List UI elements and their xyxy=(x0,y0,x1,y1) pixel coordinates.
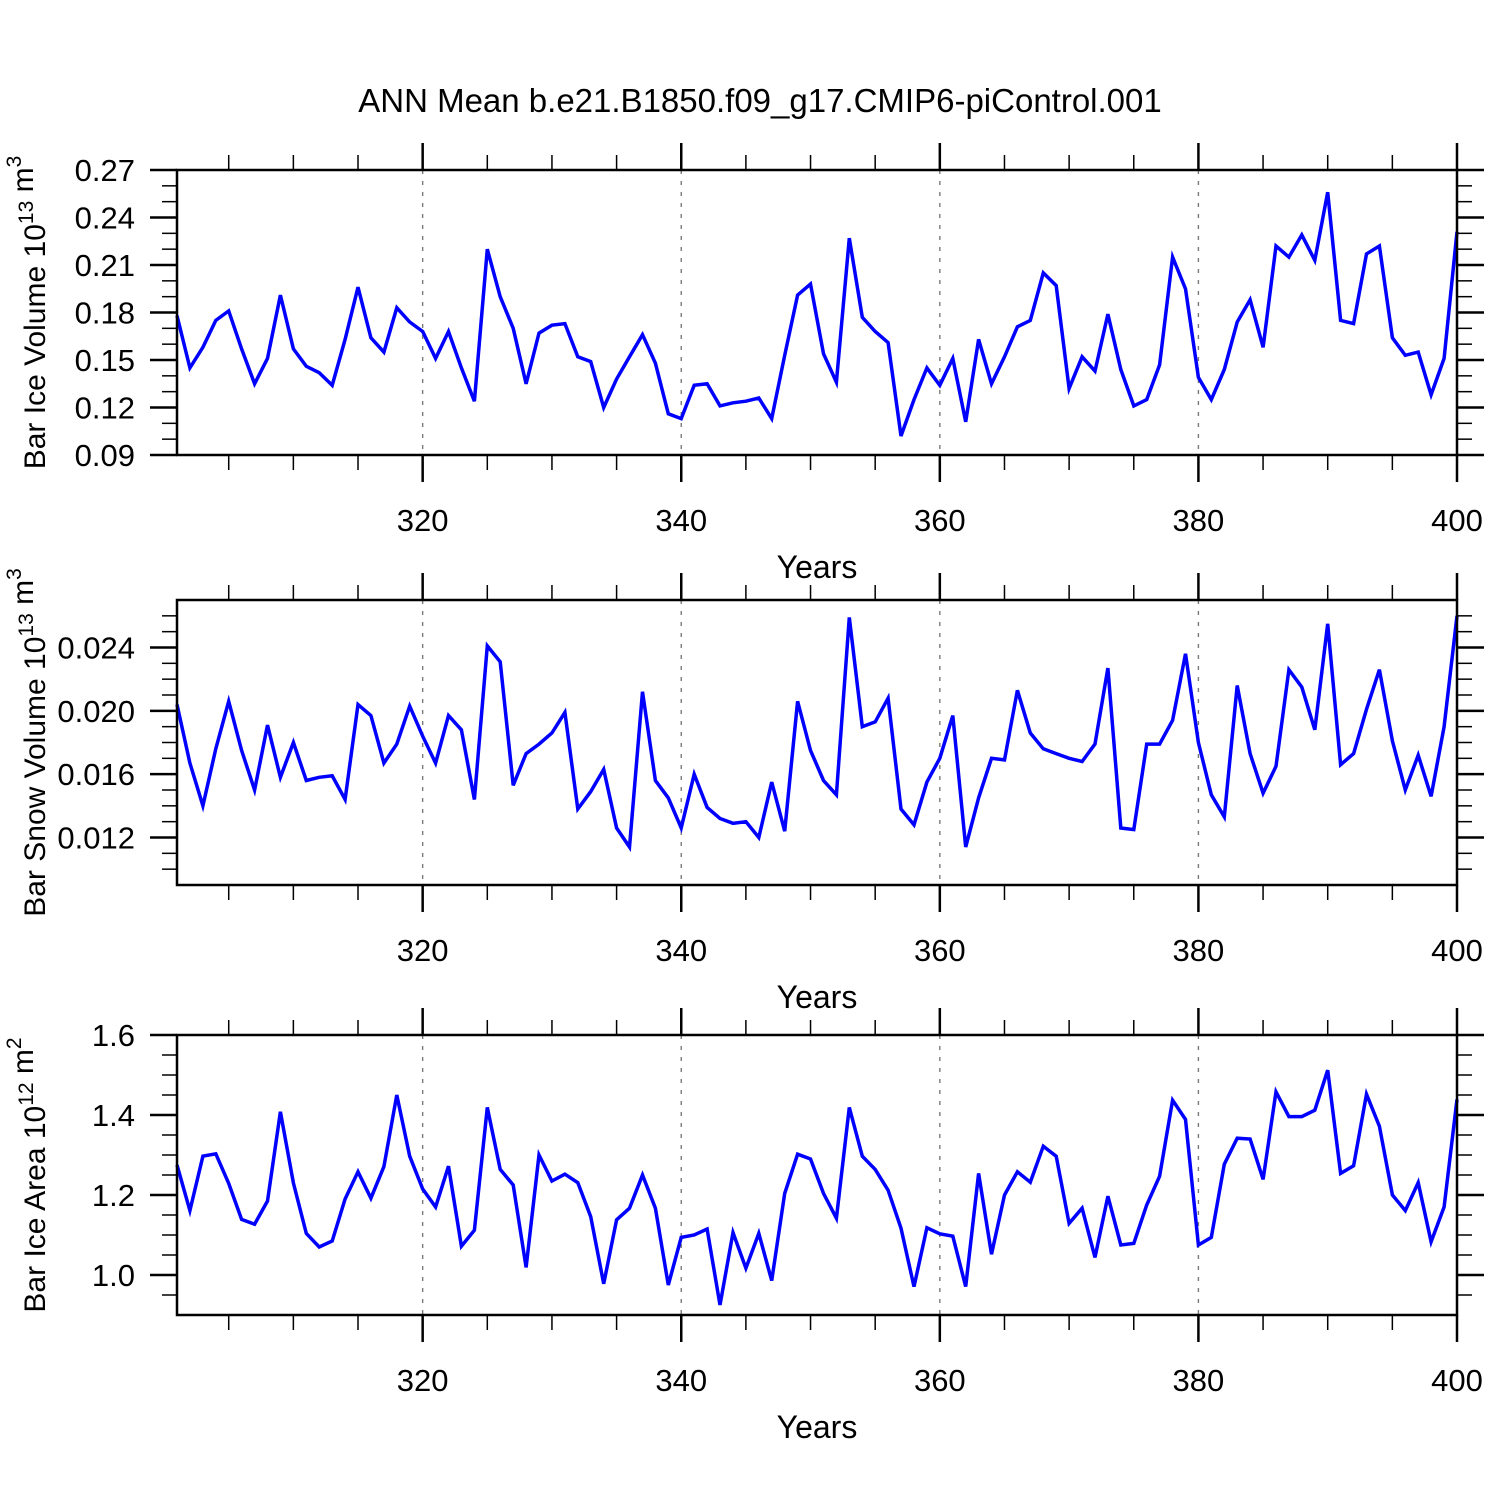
y-tick-label: 1.4 xyxy=(92,1098,135,1133)
y-tick-label: 0.024 xyxy=(57,631,135,666)
x-tick-label: 400 xyxy=(1431,503,1483,538)
x-tick-label: 320 xyxy=(397,933,449,968)
y-tick-label: 0.21 xyxy=(75,248,135,283)
panel-ice-area: 320 340 360 380 400 1.0 1.2 1.4 1.6 Years Bar Ice … xyxy=(3,1008,1484,1445)
y-tick-label: 1.0 xyxy=(92,1258,135,1293)
y-tick-label: 0.15 xyxy=(75,343,135,378)
y-tick-label: 0.016 xyxy=(57,757,135,792)
x-tick-label: 380 xyxy=(1173,1363,1225,1398)
y-tick-label: 0.18 xyxy=(75,296,135,331)
y-axis-title: Bar Snow Volume 1013 m3 xyxy=(3,568,52,917)
chart-panels: 320 340 360 380 400 0.09 0.12 0.15 0.18 0.21 0.24 0… xyxy=(3,143,1484,1445)
x-tick-label: 360 xyxy=(914,503,966,538)
y-tick-label: 0.27 xyxy=(75,153,135,188)
y-tick-label: 0.012 xyxy=(57,821,135,856)
y-tick-label: 1.2 xyxy=(92,1178,135,1213)
x-tick-label: 400 xyxy=(1431,1363,1483,1398)
x-tick-label: 360 xyxy=(914,1363,966,1398)
x-tick-label: 340 xyxy=(655,503,707,538)
y-tick-label: 0.24 xyxy=(75,201,135,236)
chart-title: ANN Mean b.e21.B1850.f09_g17.CMIP6-piCon… xyxy=(358,82,1162,119)
y-tick-label: 0.12 xyxy=(75,391,135,426)
y-tick-label: 0.09 xyxy=(75,438,135,473)
x-axis-title: Years xyxy=(777,549,858,585)
panel-ice-volume: 320 340 360 380 400 0.09 0.12 0.15 0.18 0.21 0.24 0… xyxy=(3,143,1484,585)
snow-volume-line xyxy=(175,615,1459,853)
x-tick-label: 400 xyxy=(1431,933,1483,968)
y-axis-title: Bar Ice Area 1012 m2 xyxy=(3,1037,52,1312)
x-tick-label: 340 xyxy=(655,933,707,968)
snow-volume-frame xyxy=(175,598,1459,887)
x-tick-label: 360 xyxy=(914,933,966,968)
y-tick-label: 1.6 xyxy=(92,1018,135,1053)
y-axis-title: Bar Ice Volume 1013 m3 xyxy=(3,156,52,470)
y-tick-label: 0.020 xyxy=(57,694,135,729)
ice-area-line xyxy=(175,1069,1459,1306)
x-tick-label: 320 xyxy=(397,1363,449,1398)
x-axis-title: Years xyxy=(777,979,858,1015)
x-tick-label: 380 xyxy=(1173,503,1225,538)
x-tick-label: 380 xyxy=(1173,933,1225,968)
x-tick-label: 340 xyxy=(655,1363,707,1398)
panel-snow-volume: 320 340 360 380 400 0.012 0.016 0.020 0.024 Years… xyxy=(3,568,1484,1015)
x-tick-label: 320 xyxy=(397,503,449,538)
x-axis-title: Years xyxy=(777,1409,858,1445)
ice-volume-line xyxy=(175,191,1459,437)
